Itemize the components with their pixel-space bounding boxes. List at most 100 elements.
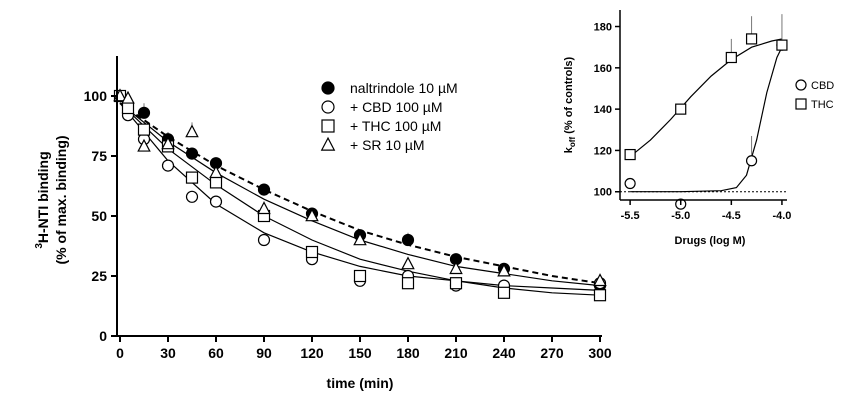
inset-data-point	[624, 148, 636, 161]
main-data-point	[353, 269, 367, 283]
main-data-point	[497, 286, 511, 299]
inset-fit-curves	[629, 38, 783, 193]
main-x-tick-label: 120	[300, 345, 324, 361]
inset-x-tick-label: -5.0	[671, 210, 690, 222]
main-data-point	[185, 171, 199, 184]
main-y-axis-title-line2: (% of max. binding)	[53, 135, 69, 264]
inset-legend: CBD THC	[795, 79, 834, 111]
inset-y-ticks: 100 120 140 160 180	[594, 22, 620, 199]
inset-x-tick-label: -4.5	[722, 210, 741, 222]
main-data-points	[113, 88, 607, 302]
main-data-point	[209, 176, 223, 189]
main-data-point	[137, 123, 151, 136]
main-data-point	[185, 124, 199, 138]
main-x-tick-label: 240	[492, 345, 516, 361]
main-x-ticks: 0 30 60 90 120 150 180 210 240 270 300	[116, 336, 612, 361]
inset-y-tick-label: 160	[594, 63, 612, 75]
main-legend-marker	[321, 119, 335, 133]
main-fit-curve-2	[119, 102, 601, 296]
inset-x-tick-label: -4.0	[772, 210, 791, 222]
main-fit-curve-1	[119, 102, 601, 291]
inset-data-point	[745, 155, 758, 167]
main-y-tick-label: 25	[91, 268, 107, 284]
main-y-axis-title-line1: H-NTI binding	[35, 151, 51, 243]
main-data-point	[121, 90, 135, 104]
inset-legend-label: THC	[811, 99, 834, 111]
main-data-point	[161, 159, 175, 172]
main-legend-label: + THC 100 µM	[350, 118, 441, 134]
main-legend-marker	[321, 81, 335, 95]
main-y-axis-title-superscript: 3	[34, 243, 45, 249]
main-x-tick-label: 210	[444, 345, 468, 361]
main-data-point	[593, 273, 607, 287]
main-y-tick-label: 50	[91, 208, 107, 224]
inset-y-axis-title-rest: (% of controls)	[563, 56, 575, 136]
inset-legend-marker	[795, 98, 807, 110]
main-x-tick-label: 90	[256, 345, 272, 361]
inset-x-ticks: -5.5 -5.0 -4.5 -4.0	[621, 200, 791, 222]
inset-y-tick-label: 180	[594, 22, 612, 34]
main-data-point	[121, 101, 135, 115]
main-data-point	[257, 183, 271, 196]
main-x-tick-label: 270	[540, 345, 564, 361]
inset-y-axis-title-k: k	[563, 146, 575, 153]
main-data-point	[449, 261, 463, 275]
inset-data-point	[745, 33, 758, 45]
inset-y-axis-title-subscript: off	[568, 137, 577, 148]
inset-y-tick-label: 140	[594, 104, 612, 116]
main-x-tick-label: 60	[208, 345, 224, 361]
main-x-tick-label: 150	[348, 345, 372, 361]
main-data-point	[185, 147, 199, 160]
main-data-point	[257, 201, 271, 215]
main-y-ticks: 0 25 50 75 100	[84, 88, 117, 344]
main-legend: naltrindole 10 µM + CBD 100 µM + THC 100 µ…	[320, 80, 458, 153]
main-chart: 0 30 60 90 120 150 180 210 240 270 300 0255075100 …	[34, 56, 612, 391]
inset-data-points	[624, 14, 788, 210]
main-data-point	[401, 256, 415, 270]
main-x-tick-label: 300	[588, 345, 612, 361]
main-data-point	[209, 195, 223, 208]
inset-chart: -5.5 -5.0 -4.5 -4.0 100 120 140 160 180 Drugs (…	[563, 10, 834, 247]
main-y-tick-label: 75	[91, 148, 107, 164]
main-x-axis-title: time (min)	[327, 375, 394, 391]
main-x-tick-label: 0	[116, 345, 124, 361]
main-y-tick-label: 0	[99, 328, 107, 344]
main-data-point	[161, 136, 175, 150]
main-data-point	[593, 289, 607, 302]
inset-fit-curve-0	[630, 46, 783, 193]
inset-data-point	[725, 51, 737, 64]
svg-text:koff (% of controls): koff (% of controls)	[563, 56, 577, 153]
main-legend-marker	[321, 100, 335, 114]
inset-fit-curve-1	[629, 38, 783, 158]
main-data-point	[401, 277, 415, 290]
inset-x-axis-title: Drugs (log M)	[675, 235, 746, 247]
main-legend-label: + CBD 100 µM	[350, 99, 443, 115]
main-data-point	[257, 233, 271, 247]
svg-text:3H-NTI binding: 3H-NTI binding	[34, 151, 51, 248]
main-legend-marker	[320, 136, 336, 151]
inset-y-tick-label: 120	[594, 145, 612, 157]
main-legend-label: naltrindole 10 µM	[350, 80, 458, 96]
inset-y-tick-label: 100	[594, 187, 612, 199]
inset-y-axis-title: koff (% of controls)	[563, 56, 577, 153]
main-data-point	[305, 245, 319, 259]
main-data-point	[209, 165, 223, 179]
inset-data-point	[624, 177, 636, 190]
inset-legend-marker	[795, 79, 807, 91]
main-x-tick-label: 30	[160, 345, 176, 361]
main-y-tick-label: 100	[84, 88, 108, 104]
main-legend-label: + SR 10 µM	[350, 137, 425, 153]
main-x-tick-label: 180	[396, 345, 420, 361]
main-data-point	[137, 138, 151, 152]
main-data-point	[401, 233, 415, 247]
main-y-axis-title: 3H-NTI binding (% of max. binding)	[34, 135, 69, 264]
inset-data-point	[776, 39, 788, 51]
main-data-point	[305, 208, 319, 222]
inset-x-tick-label: -5.5	[621, 210, 640, 222]
main-data-point	[353, 232, 367, 246]
main-data-point	[137, 106, 151, 119]
inset-legend-label: CBD	[811, 80, 834, 92]
inset-data-point	[675, 103, 687, 115]
main-data-point	[497, 263, 511, 277]
